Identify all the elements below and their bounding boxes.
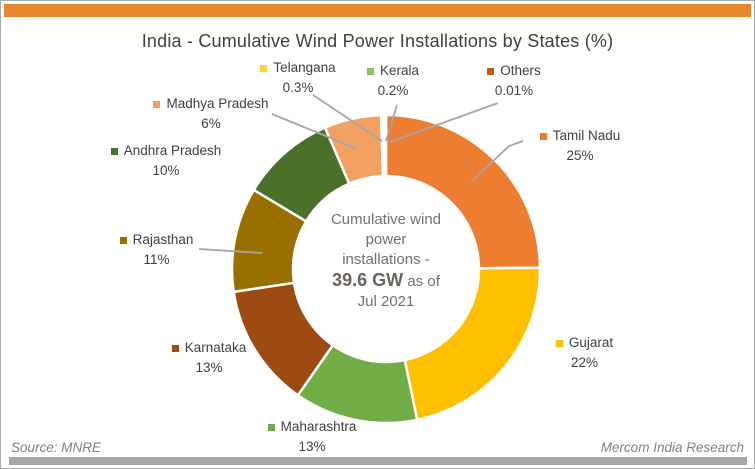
leader-line-tamil-nadu bbox=[470, 140, 524, 183]
legend-pct: 13% bbox=[298, 439, 326, 454]
legend-label-madhya-pradesh: Madhya Pradesh 6% bbox=[141, 96, 281, 132]
leader-line-madhya-pradesh bbox=[271, 113, 356, 149]
maharashtra-swatch bbox=[267, 423, 275, 431]
donut-center-label: Cumulative wind power installations - 39… bbox=[284, 210, 488, 312]
center-label-line: Jul 2021 bbox=[357, 293, 415, 310]
legend-label-kerala: Kerala 0.2% bbox=[349, 63, 437, 99]
legend-label-maharashtra: Maharashtra 13% bbox=[252, 419, 372, 455]
tamil-nadu-swatch bbox=[539, 132, 547, 140]
page-title: India - Cumulative Wind Power Installati… bbox=[141, 31, 614, 51]
chart-slice-gujarat bbox=[403, 266, 542, 422]
telangana-swatch bbox=[260, 64, 268, 72]
center-label-line: installations - bbox=[342, 251, 430, 268]
karnataka-swatch bbox=[171, 344, 179, 352]
legend-name: Maharashtra bbox=[280, 419, 357, 434]
legend-name: Others bbox=[500, 63, 541, 78]
legend-pct: 25% bbox=[566, 148, 594, 163]
center-label-line: 39.6 GW as of bbox=[284, 270, 488, 292]
legend-label-telangana: Telangana 0.3% bbox=[239, 60, 357, 96]
legend-pct: 13% bbox=[195, 360, 223, 375]
madhya-pradesh-swatch bbox=[153, 100, 161, 108]
legend-pct: 0.01% bbox=[494, 83, 534, 98]
legend-pct: 22% bbox=[570, 355, 599, 370]
leader-line-kerala bbox=[385, 104, 398, 142]
chart-slice-tamil-nadu bbox=[384, 113, 542, 270]
legend-pct: 10% bbox=[152, 163, 180, 178]
leader-line-telangana bbox=[312, 94, 383, 142]
legend-label-others: Others 0.01% bbox=[469, 63, 559, 99]
legend-name: Karnataka bbox=[184, 340, 247, 355]
capacity-asof: as of bbox=[403, 273, 440, 290]
legend-name: Madhya Pradesh bbox=[166, 96, 269, 111]
center-label-line: power bbox=[365, 231, 407, 248]
bottom-accent-bar bbox=[9, 457, 747, 465]
gujarat-swatch bbox=[555, 339, 563, 347]
legend-pct: 11% bbox=[143, 252, 170, 267]
legend-label-rajasthan: Rajasthan 11% bbox=[104, 232, 209, 268]
donut-slices bbox=[230, 113, 542, 425]
others-swatch bbox=[487, 67, 495, 75]
legend-name: Rajasthan bbox=[132, 232, 194, 247]
leader-line-others bbox=[389, 102, 499, 143]
leader-line-rajasthan bbox=[198, 248, 263, 254]
legend-name: Tamil Nadu bbox=[552, 128, 621, 143]
center-label-line: Cumulative wind bbox=[330, 211, 442, 228]
kerala-swatch bbox=[366, 67, 374, 75]
top-accent-bar bbox=[4, 4, 751, 17]
legend-pct: 0.2% bbox=[377, 83, 409, 98]
legend-label-karnataka: Karnataka 13% bbox=[154, 340, 264, 376]
legend-name: Andhra Pradesh bbox=[123, 143, 222, 158]
capacity-value: 39.6 GW bbox=[332, 270, 404, 290]
legend-name: Kerala bbox=[379, 63, 420, 78]
rajasthan-swatch bbox=[119, 236, 127, 244]
legend-label-tamil-nadu: Tamil Nadu 25% bbox=[524, 128, 636, 164]
legend-pct: 6% bbox=[201, 116, 221, 131]
legend-name: Telangana bbox=[273, 60, 336, 75]
legend-label-gujarat: Gujarat 22% bbox=[537, 335, 632, 371]
brand-text: Mercom India Research bbox=[600, 440, 744, 455]
andhra-pradesh-swatch bbox=[110, 147, 118, 155]
legend-name: Gujarat bbox=[568, 335, 614, 350]
source-text: Source: MNRE bbox=[11, 440, 102, 455]
legend-pct: 0.3% bbox=[282, 80, 314, 95]
legend-label-andhra-pradesh: Andhra Pradesh 10% bbox=[96, 143, 236, 179]
